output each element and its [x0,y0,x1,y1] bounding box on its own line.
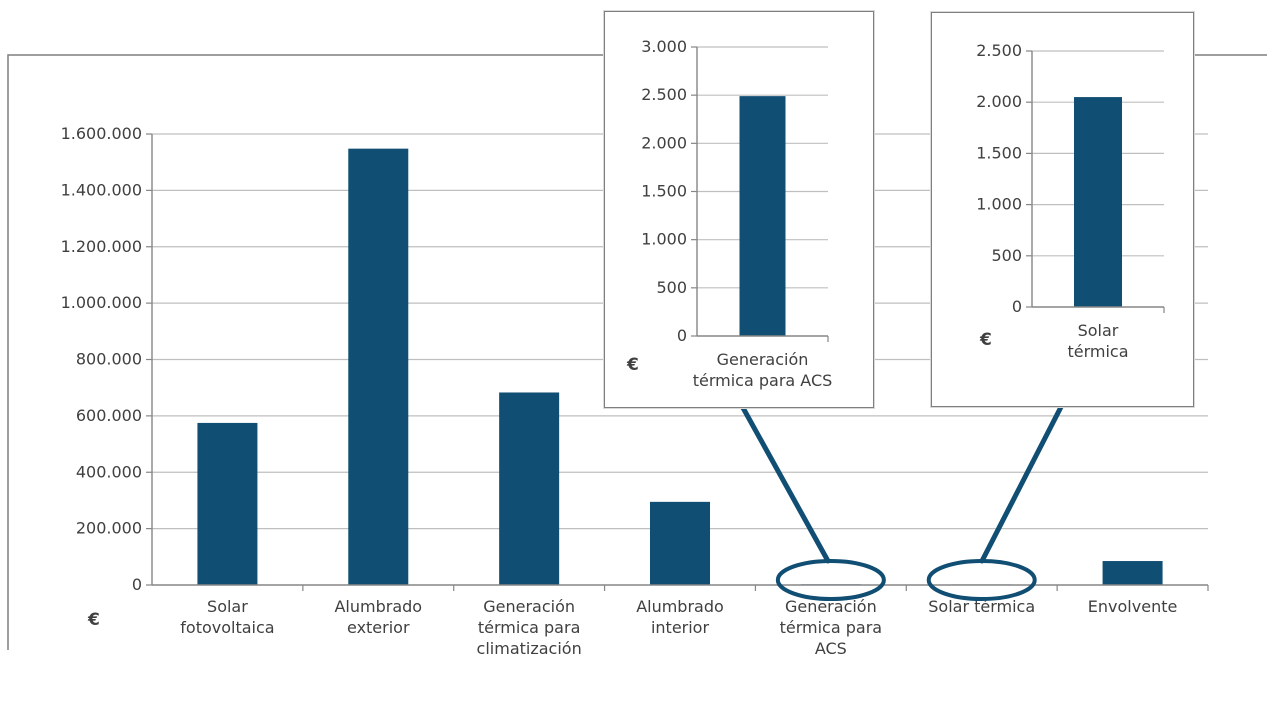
y-tick-label: 0 [1012,297,1022,316]
y-tick-label: 1.500 [641,182,687,201]
y-tick-labels: 0 200.000 400.000 600.000 800.000 1.000.000 1.… [61,124,142,594]
y-tick-label: 500 [991,246,1022,265]
bar [1074,97,1122,307]
inset-x-tick-labels: Generación térmica para ACS [693,350,833,390]
callouts [739,402,1065,601]
callout-ellipse [926,559,1037,601]
inset-y-tick-labels: 0 500 1.000 1.500 2.000 2.500 3.000 [641,37,687,345]
callout-ellipse [775,559,886,601]
y-tick-label: 3.000 [641,37,687,56]
inset-x-tick-labels: Solar térmica [1067,321,1128,361]
y-tick-label: 800.000 [76,350,142,369]
bar [197,422,258,585]
y-tick-label: 500 [656,278,687,297]
y-tick-label: 1.400.000 [61,180,142,199]
bar [1102,561,1163,585]
x-tick-label: Solar térmica [928,597,1035,616]
inset-y-tick-labels: 0 500 1.000 1.500 2.000 2.500 [976,41,1022,316]
chart-frame [7,54,1267,650]
y-tick-label: 1.000 [641,230,687,249]
y-tick-label: 200.000 [76,519,142,538]
y-axis-label: € [87,610,100,630]
x-tick-label: Envolvente [1088,597,1178,616]
inset-chart-solar-termica: 0 500 1.000 1.500 2.000 2.500 Solar térmica € [931,12,1194,407]
inset-bars [739,96,786,336]
y-tick-label: 600.000 [76,406,142,425]
x-tick-label: Alumbrado exterior [334,597,422,637]
y-tick-label: 2.500 [976,41,1022,60]
callout-connector [979,402,1065,564]
callout-connector [739,403,831,564]
y-tick-label: 0 [677,326,687,345]
x-tick-label: Solar fotovoltaica [180,597,274,637]
y-tick-label: 2.500 [641,85,687,104]
x-tick-label: Solar térmica [1067,321,1128,361]
y-tick-label: 2.000 [641,133,687,152]
y-tick-label: 2.000 [976,92,1022,111]
x-tick-label: Generación térmica para ACS [780,597,882,658]
bar [499,392,560,585]
inset-chart-generacion-acs: 0 500 1.000 1.500 2.000 2.500 3.000 Generación… [604,11,874,408]
y-tick-label: 400.000 [76,462,142,481]
x-tick-label: Generación térmica para ACS [693,350,833,390]
bar [739,96,786,336]
x-tick-label: Alumbrado interior [636,597,724,637]
x-tick-label: Generación térmica para climatización [477,597,582,658]
inset-axes [691,46,829,342]
y-tick-label: 1.500 [976,143,1022,162]
inset-y-axis-label: € [979,330,992,350]
bar [348,148,409,585]
x-tick-labels: Solar fotovoltaica Alumbrado exterior Genera… [180,597,1177,658]
inset-axes [1026,50,1165,313]
bars [197,148,1163,585]
inset-bars [1074,97,1122,307]
chart-frame-edge [7,54,604,650]
y-tick-label: 1.600.000 [61,124,142,143]
inset-y-axis-label: € [626,355,639,375]
y-tick-label: 1.000 [976,195,1022,214]
y-tick-label: 1.000.000 [61,293,142,312]
y-tick-label: 0 [132,575,142,594]
y-tick-label: 1.200.000 [61,237,142,256]
bar [650,501,710,585]
